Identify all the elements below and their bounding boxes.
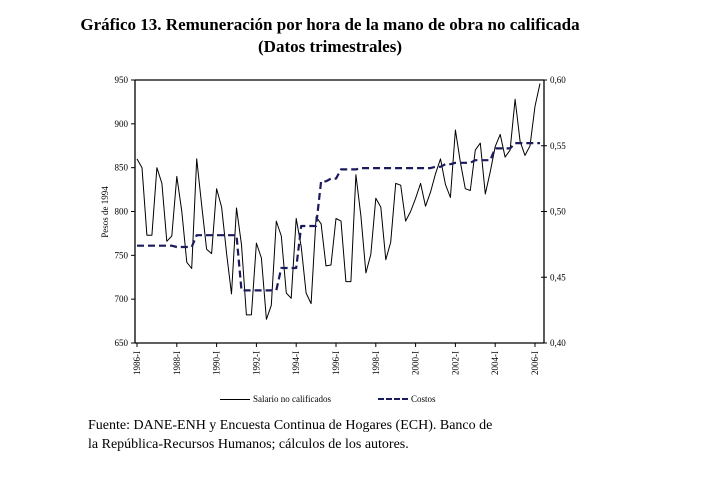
y-tick-label: 750 bbox=[115, 250, 129, 260]
y2-tick-label: 0,40 bbox=[550, 338, 566, 348]
x-tick-label: 2002-I bbox=[450, 351, 460, 375]
y-tick-label: 700 bbox=[115, 294, 129, 304]
legend-item-costos: Costos bbox=[378, 394, 436, 404]
x-tick-label: 1994-I bbox=[291, 351, 301, 375]
x-tick-label: 2006-I bbox=[530, 351, 540, 375]
x-tick-label: 1992-I bbox=[251, 351, 261, 375]
y-tick-label: 900 bbox=[115, 119, 129, 129]
chart-subtitle: (Datos trimestrales) bbox=[258, 37, 402, 56]
series-line-salario bbox=[136, 83, 541, 320]
axes: 650 700 750 800 850 900 950 0,40 0,45 0,50 0,55 0,6… bbox=[115, 75, 567, 375]
y-tick-label: 950 bbox=[115, 75, 129, 85]
series-marks bbox=[136, 83, 541, 320]
y-axis-label: Pesos de 1994 bbox=[100, 186, 110, 238]
legend-label-costos: Costos bbox=[411, 394, 436, 404]
source-line-1: Fuente: DANE-ENH y Encuesta Continua de … bbox=[88, 418, 493, 433]
source-note: Fuente: DANE-ENH y Encuesta Continua de … bbox=[88, 416, 568, 454]
y-tick-label: 800 bbox=[115, 207, 129, 217]
y2-tick-label: 0,50 bbox=[550, 207, 566, 217]
x-tick-label: 1996-I bbox=[331, 351, 341, 375]
series-line-costos bbox=[137, 142, 540, 292]
x-tick-label: 2004-I bbox=[490, 351, 500, 375]
x-tick-label: 1988-I bbox=[172, 351, 182, 375]
x-tick-label: 1990-I bbox=[212, 351, 222, 375]
chart-title: Gráfico 13. Remuneración por hora de la … bbox=[80, 15, 580, 34]
y-tick-label: 850 bbox=[115, 163, 129, 173]
x-tick-label: 1986-I bbox=[132, 351, 142, 375]
x-tick-label: 1998-I bbox=[371, 351, 381, 375]
legend-label-salario: Salario no calificados bbox=[253, 394, 331, 404]
legend-solid-line-icon bbox=[220, 398, 250, 400]
y2-tick-label: 0,45 bbox=[550, 272, 566, 282]
legend: Salario no calificados Costos bbox=[0, 394, 701, 408]
x-tick-label: 2000-I bbox=[411, 351, 421, 375]
y2-tick-label: 0,60 bbox=[550, 75, 566, 85]
source-line-2: la República-Recursos Humanos; cálculos … bbox=[88, 437, 409, 452]
legend-item-salario: Salario no calificados bbox=[220, 394, 331, 404]
y2-tick-label: 0,55 bbox=[550, 141, 566, 151]
legend-dashed-line-icon bbox=[378, 398, 408, 400]
y-tick-label: 650 bbox=[115, 338, 129, 348]
